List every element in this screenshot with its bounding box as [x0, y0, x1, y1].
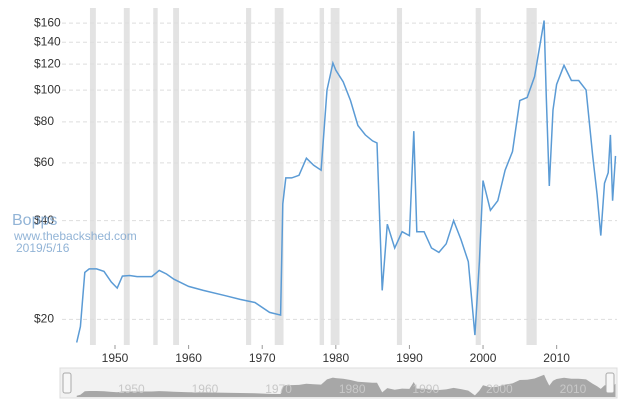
- navigator-label: 1990: [412, 382, 439, 396]
- y-tick-label: $160: [34, 15, 61, 29]
- y-tick-label: $60: [34, 155, 54, 169]
- recession-band: [330, 8, 340, 345]
- x-tick-label: 1970: [249, 351, 276, 365]
- watermark-title: Bopps: [12, 212, 57, 229]
- navigator-handle-left[interactable]: [62, 372, 72, 394]
- y-tick-label: $140: [34, 34, 61, 48]
- recession-band: [173, 8, 180, 345]
- navigator-handle-right[interactable]: [605, 372, 615, 394]
- navigator-label: 1980: [339, 382, 366, 396]
- y-tick-label: $40: [34, 213, 54, 227]
- x-tick-label: 2000: [470, 351, 497, 365]
- watermark-date: 2019/5/16: [16, 241, 70, 255]
- navigator-area: [76, 374, 616, 397]
- recession-band: [246, 8, 252, 345]
- x-tick-label: 1950: [102, 351, 129, 365]
- x-tick-label: 1990: [396, 351, 423, 365]
- x-tick-label: 2010: [543, 351, 570, 365]
- recession-band: [274, 8, 284, 345]
- recession-band: [475, 8, 481, 345]
- navigator-label: 2010: [560, 382, 587, 396]
- y-tick-label: $120: [34, 56, 61, 70]
- y-tick-label: $80: [34, 114, 54, 128]
- recession-band: [123, 8, 130, 345]
- recession-band: [396, 8, 403, 345]
- navigator-label: 1960: [192, 382, 219, 396]
- x-tick-label: 1980: [322, 351, 349, 365]
- recession-band: [89, 8, 96, 345]
- recession-band: [526, 8, 537, 345]
- y-tick-label: $20: [34, 311, 54, 325]
- navigator-label: 2000: [486, 382, 513, 396]
- watermark-site: www.thebackshed.com: [13, 229, 137, 243]
- navigator-label: 1950: [118, 382, 145, 396]
- price-line: [75, 20, 617, 343]
- navigator-label: 1970: [265, 382, 292, 396]
- y-tick-label: $100: [34, 82, 61, 96]
- x-tick-label: 1960: [175, 351, 202, 365]
- recession-band: [319, 8, 325, 345]
- recession-band: [153, 8, 158, 345]
